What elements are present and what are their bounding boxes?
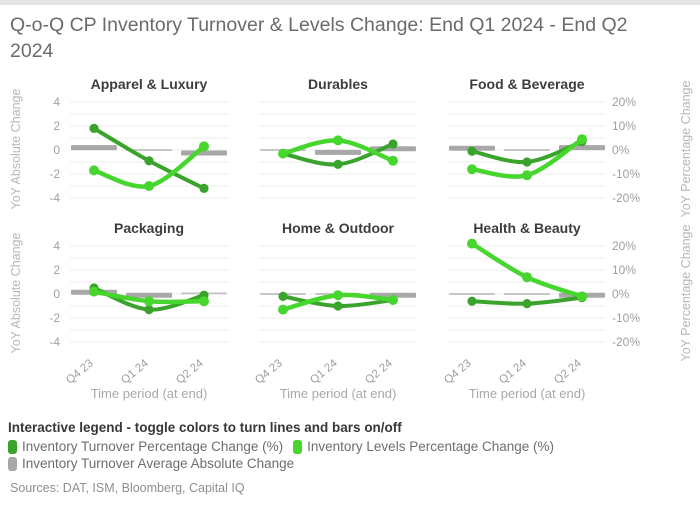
left-axis-tick: 2 <box>53 119 60 133</box>
legend-header: Interactive legend - toggle colors to tu… <box>8 420 402 435</box>
avg-abs-bar <box>126 149 172 151</box>
left-axis-tick: 0 <box>53 287 60 301</box>
subplot-durables <box>259 101 417 199</box>
subplot-apparel-luxury <box>70 101 228 199</box>
subplot-food-beverage <box>448 101 606 199</box>
legend-item-label: Inventory Levels Percentage Change (%) <box>307 439 555 454</box>
left-axis-tick: 0 <box>53 143 60 157</box>
subplot-home-outdoor <box>259 245 417 343</box>
avg-abs-bar <box>449 293 495 295</box>
x-axis-title: Time period (at end) <box>468 386 586 401</box>
panel-title: Apparel & Luxury <box>90 76 208 92</box>
avg-abs-bar <box>315 149 361 155</box>
levels-point <box>199 296 209 307</box>
levels-point <box>199 141 209 152</box>
legend-item-turnover_pct[interactable]: Inventory Turnover Percentage Change (%) <box>8 439 283 454</box>
levels-point <box>333 135 343 146</box>
right-axis-tick: -20% <box>612 335 641 349</box>
levels-point <box>89 165 99 176</box>
panel-title: Packaging <box>113 220 185 236</box>
subplot-packaging <box>70 245 228 343</box>
turnover-point <box>522 299 532 309</box>
avg-abs-bar <box>126 292 172 298</box>
levels-point <box>577 134 587 145</box>
avg-abs-bar <box>504 293 550 295</box>
left-axis-tick: 4 <box>53 95 60 109</box>
levels-point <box>333 290 343 301</box>
panel-title: Durables <box>308 76 368 92</box>
turnover-point <box>278 291 288 301</box>
legend-item-levels_pct[interactable]: Inventory Levels Percentage Change (%) <box>293 439 554 454</box>
levels-point <box>467 164 477 175</box>
right-axis-title: YoY Percentage Change <box>679 80 693 218</box>
levels-point <box>89 286 99 297</box>
legend-items: Inventory Turnover Percentage Change (%)… <box>8 439 696 471</box>
panel-title: Home & Outdoor <box>282 220 394 236</box>
page-title: Q-o-Q CP Inventory Turnover & Levels Cha… <box>10 14 628 62</box>
levels-point <box>522 170 532 181</box>
subplot-health-beauty <box>448 238 606 343</box>
levels-point <box>388 295 398 305</box>
legend-item-avg_abs[interactable]: Inventory Turnover Average Absolute Chan… <box>8 456 294 471</box>
turnover-point <box>199 183 209 193</box>
right-axis-tick: 20% <box>612 239 637 253</box>
legend-swatch-icon <box>8 456 17 471</box>
right-axis-tick: 0% <box>612 143 630 157</box>
levels-point <box>522 272 532 283</box>
legend-swatch-icon <box>8 439 17 454</box>
legend: Interactive legend - toggle colors to tu… <box>8 420 696 471</box>
levels-point <box>278 304 288 315</box>
right-axis-tick: -10% <box>612 167 641 181</box>
right-axis-tick: -10% <box>612 311 641 325</box>
x-axis-title: Time period (at end) <box>279 386 397 401</box>
turnover-point <box>388 139 398 149</box>
levels-point <box>278 148 288 159</box>
left-axis-tick: 4 <box>53 239 60 253</box>
sources-note: Sources: DAT, ISM, Bloomberg, Capital IQ <box>10 481 245 495</box>
left-axis-tick: -2 <box>49 311 60 325</box>
right-axis-tick: 10% <box>612 119 637 133</box>
panel-title: Health & Beauty <box>473 220 581 236</box>
left-axis-title: YoY Absolute Change <box>9 88 23 210</box>
left-axis-tick: -4 <box>49 335 60 349</box>
turnover-point <box>467 146 477 156</box>
left-axis-tick: -4 <box>49 191 60 205</box>
legend-swatch-icon <box>293 439 303 454</box>
x-axis-title: Time period (at end) <box>90 386 208 401</box>
right-axis-tick: 10% <box>612 263 637 277</box>
right-axis-title: YoY Percentage Change <box>679 224 693 362</box>
top-strip <box>0 0 700 5</box>
levels-point <box>388 155 398 166</box>
right-axis-tick: 20% <box>612 95 637 109</box>
turnover-point <box>144 156 154 166</box>
turnover-point <box>333 159 343 169</box>
legend-item-label: Inventory Turnover Average Absolute Chan… <box>22 456 295 471</box>
right-axis-tick: -20% <box>612 191 641 205</box>
levels-point <box>144 296 154 307</box>
turnover-point <box>522 157 532 167</box>
turnover-point <box>467 296 477 306</box>
levels-point <box>577 291 587 302</box>
turnover-point <box>89 123 99 133</box>
panel-title: Food & Beverage <box>469 76 585 92</box>
turnover-point <box>333 301 343 311</box>
avg-abs-bar <box>71 145 117 151</box>
left-axis-tick: -2 <box>49 167 60 181</box>
levels-point <box>467 238 477 249</box>
legend-item-label: Inventory Turnover Percentage Change (%) <box>22 439 284 454</box>
turnover-point <box>144 305 154 315</box>
avg-abs-bar <box>504 149 550 151</box>
right-axis-tick: 0% <box>612 287 630 301</box>
levels-point <box>144 181 154 191</box>
left-axis-tick: 2 <box>53 263 60 277</box>
left-axis-title: YoY Absolute Change <box>9 232 23 354</box>
